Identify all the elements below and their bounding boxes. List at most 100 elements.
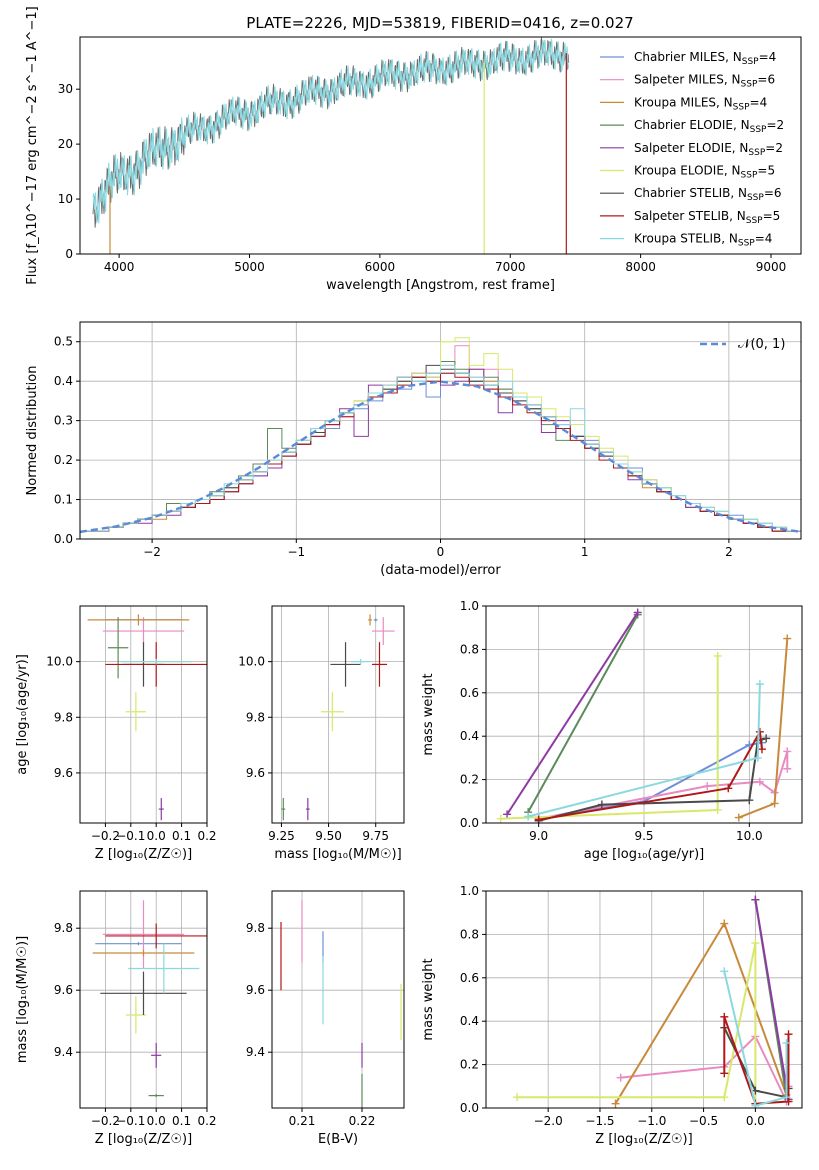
x-tick-label: 0.22 — [349, 1114, 376, 1128]
errorbar-point — [371, 617, 395, 645]
y-tick-label: 0.2 — [460, 1058, 479, 1072]
plot-area — [80, 337, 801, 539]
y-axis-label: mass weight — [421, 958, 436, 1040]
legend-label: Chabrier MILES, NSSP=4 — [634, 50, 776, 67]
y-tick-label: 9.8 — [246, 921, 265, 935]
weight-point-marker — [757, 745, 766, 754]
x-tick-label: −1.0 — [637, 1114, 666, 1128]
y-tick-label: 9.4 — [246, 1045, 265, 1059]
y-tick-label: 0.4 — [54, 374, 73, 388]
legend-label: Salpeter MILES, NSSP=6 — [634, 73, 775, 90]
weight-point-marker — [751, 895, 760, 904]
weight-point-marker — [751, 1101, 760, 1108]
weight-point-marker — [734, 813, 743, 822]
x-tick-label: −0.5 — [689, 1114, 718, 1128]
errorbar-point — [102, 900, 185, 969]
x-tick-label: 0.0 — [746, 1114, 765, 1128]
weight-point-marker — [611, 1099, 620, 1108]
weight-point-marker — [720, 967, 729, 976]
y-tick-label: 0.2 — [460, 773, 479, 787]
y-tick-label: 1.0 — [460, 884, 479, 898]
y-tick-label: 9.6 — [246, 983, 265, 997]
y-tick-label: 9.6 — [246, 766, 265, 780]
weight-point-marker — [713, 651, 722, 660]
x-tick-label: 0.0 — [147, 1114, 166, 1128]
figure-title: PLATE=2226, MJD=53819, FIBERID=0416, z=0… — [246, 14, 633, 32]
x-tick-label: −2 — [143, 545, 161, 559]
y-tick-label: 10.0 — [238, 655, 265, 669]
y-tick-label: 0.6 — [460, 686, 479, 700]
errorbar-point — [107, 617, 129, 679]
chart-weight_vs_age: 9.0 9.5 10.0 0.0 0.2 0.4 0.6 0.8 1.0 age [log₁₀(a… — [421, 599, 803, 862]
x-tick-label: 0.2 — [197, 829, 216, 843]
weight-series-line — [723, 971, 788, 1107]
y-tick-label: 20 — [58, 137, 73, 151]
x-tick-label: −2.0 — [534, 1114, 563, 1128]
errorbar-point — [148, 1094, 164, 1098]
y-tick-label: 0.8 — [460, 642, 479, 656]
axes-frame — [485, 605, 803, 824]
y-axis-label: age [log₁₀(age/yr)] — [15, 654, 30, 775]
x-axis-label: (data-model)/error — [380, 563, 501, 578]
weight-point-marker — [782, 1093, 791, 1102]
legend-label-gauss: 𝒩(0, 1) — [738, 337, 785, 352]
errorbar-point — [351, 658, 371, 665]
x-tick-label: 9.75 — [362, 829, 389, 843]
weight-point-marker — [770, 799, 779, 808]
chart-weight_vs_Z: −2.0 −1.5 −1.0 −0.5 0.0 0.0 0.2 0.4 0.6 0.8 1.0 Z [… — [421, 884, 803, 1147]
y-axis-label: Flux [f_λ10^−17 erg cm^−2 s^−1 A^−1] — [25, 6, 40, 284]
weight-point-marker — [724, 784, 733, 793]
weight-series-line — [538, 730, 763, 821]
y-tick-label: 0.1 — [54, 493, 73, 507]
weight-point-marker — [782, 1038, 791, 1047]
y-tick-label: 0.4 — [460, 1014, 479, 1028]
weight-point-marker — [633, 608, 642, 617]
weight-series-line — [517, 942, 757, 1104]
x-tick-label: 8000 — [625, 260, 656, 274]
axes-frame — [79, 36, 802, 255]
weight-point-marker — [503, 810, 512, 819]
weight-point-marker — [751, 939, 760, 948]
weight-point-marker — [616, 1073, 625, 1082]
x-axis-label: age [log₁₀(age/yr)] — [584, 847, 705, 862]
histogram-step — [80, 372, 801, 539]
y-tick-label: 0.0 — [460, 816, 479, 830]
x-axis-label: wavelength [Angstrom, rest frame] — [326, 278, 555, 293]
errorbar-point — [92, 949, 195, 957]
weight-point-marker — [755, 680, 764, 689]
axes-frame — [79, 321, 802, 540]
weight-point-marker — [783, 634, 792, 643]
chart-spectrum: 4000 5000 6000 7000 8000 9000 0 10 20 30 wavelengt… — [25, 6, 802, 293]
x-tick-label: −1.5 — [585, 1114, 614, 1128]
axes-frame — [271, 605, 405, 824]
weight-point-marker — [703, 782, 712, 791]
weight-point-marker — [597, 800, 606, 809]
errorbar-point — [100, 971, 187, 1015]
errorbar-point — [373, 618, 378, 622]
y-axis-label: mass weight — [421, 673, 436, 755]
gaussian-curve — [80, 380, 801, 534]
y-tick-label: 9.8 — [246, 710, 265, 724]
x-tick-label: 10.0 — [736, 829, 763, 843]
x-axis-label: Z [log₁₀(Z/Z☉)] — [95, 847, 192, 862]
weight-series-line — [506, 611, 639, 815]
x-tick-label: 0.1 — [172, 1114, 191, 1128]
errorbar-point — [102, 617, 185, 645]
y-tick-label: 30 — [58, 82, 73, 96]
axes-frame — [79, 605, 208, 824]
chart-residuals: −2 −1 0 1 2 0.0 0.1 0.2 0.3 0.4 0.5 (data-model)/er… — [25, 321, 802, 578]
weight-series-line — [614, 922, 788, 1105]
y-tick-label: 0.4 — [460, 729, 479, 743]
y-tick-label: 9.8 — [54, 921, 73, 935]
plot-area — [92, 900, 207, 1098]
weight-point-marker — [534, 815, 543, 823]
weight-point-marker — [713, 805, 722, 814]
legend-label: Salpeter ELODIE, NSSP=2 — [634, 141, 783, 158]
errorbar-point — [321, 692, 344, 732]
chart-mass_vs_Z: −0.2−0.1 0.0 0.1 0.2 9.4 9.6 9.8 Z [log₁₀(Z/Z☉)… — [15, 890, 217, 1147]
weight-series-line — [538, 741, 763, 820]
weight-series-line — [754, 899, 790, 1100]
errorbar-point — [120, 658, 192, 665]
x-tick-label: 4000 — [104, 260, 135, 274]
axes-frame — [485, 890, 803, 1109]
